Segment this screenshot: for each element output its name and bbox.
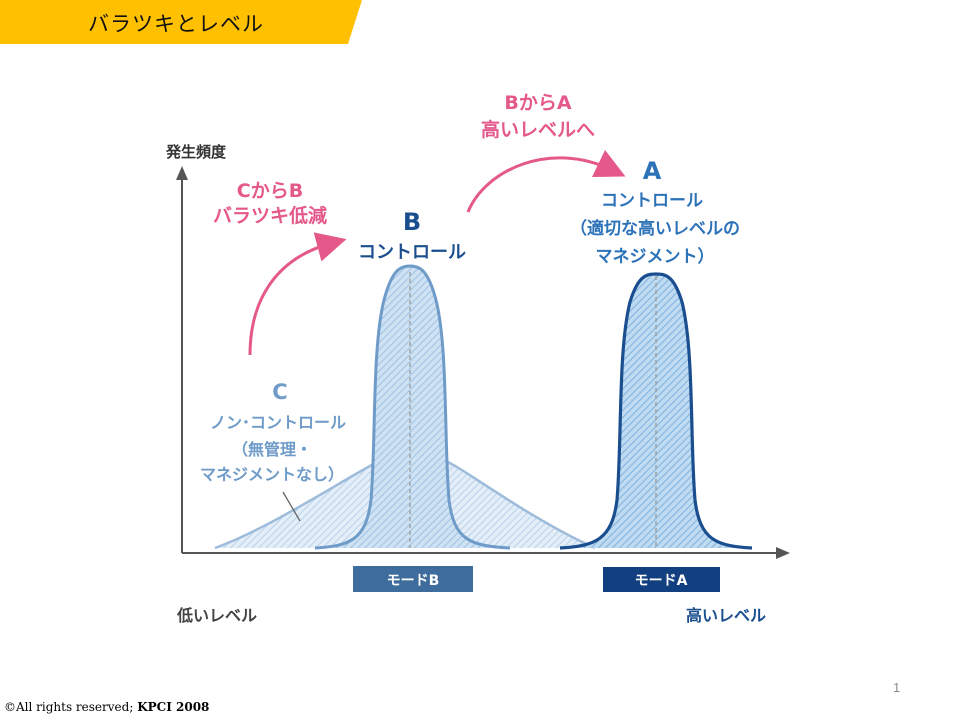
mode-a-box (603, 567, 720, 592)
curve-b-letter: B (403, 208, 421, 236)
arrow-c-to-b (248, 232, 347, 356)
copyright-org: KPCI 2008 (137, 700, 210, 714)
curve-a-line2: （適切な高いレベルの (570, 218, 740, 239)
curve-b-fill (315, 266, 510, 548)
x-axis-low-label: 低いレベル (176, 606, 257, 625)
title-banner (0, 0, 362, 44)
copyright-notice: ©All rights reserved; KPCI 2008 (4, 700, 209, 714)
curve-c-line3: マネジメントなし） (200, 465, 344, 484)
page-number: 1 (893, 680, 901, 695)
curve-b-line (314, 264, 511, 550)
arrow-c-to-b-line1: CからB (237, 180, 303, 202)
arrow-b-to-a-line2: 高いレベルへ (481, 118, 595, 141)
arrow-b-to-a (466, 149, 626, 213)
x-axis-arrowhead (776, 547, 790, 559)
curve-a-line (559, 272, 753, 550)
curve-a-line1: コントロール (601, 191, 703, 211)
curve-a-letter: A (643, 157, 662, 185)
arrow-b-to-a-line1: BからA (504, 92, 571, 114)
curve-c-letter: C (272, 380, 287, 404)
y-axis-label: 発生頻度 (165, 143, 227, 161)
mode-b-label: モードB (387, 573, 440, 589)
x-axis-high-label: 高いレベル (686, 606, 766, 625)
curve-c-pointer-line (282, 491, 301, 522)
arrow-c-to-b-line2: バラツキ低減 (213, 204, 327, 227)
slide-title: バラツキとレベル (88, 12, 264, 36)
curve-a-line3: マネジメント） (596, 246, 715, 267)
copyright-prefix: ©All rights reserved; (4, 700, 138, 714)
curve-c-line2: （無管理・ (232, 440, 312, 459)
curve-b-line1: コントロール (358, 242, 466, 263)
y-axis-arrowhead (176, 166, 188, 180)
mode-b-box (353, 566, 473, 592)
curve-c-line1: ノン･コントロール (210, 413, 346, 432)
mode-a-label: モードA (635, 573, 688, 589)
